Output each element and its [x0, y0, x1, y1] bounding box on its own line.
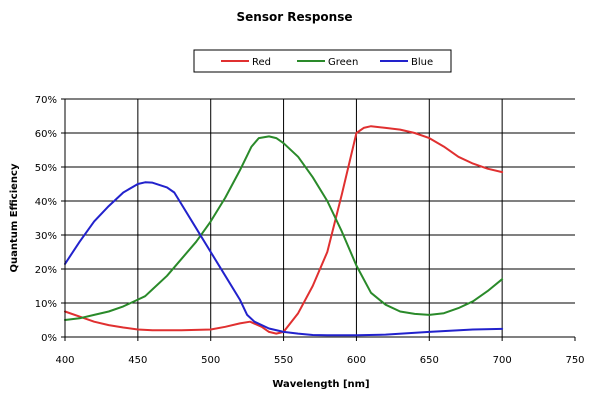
series-line-green — [64, 135, 504, 321]
series-line-blue — [64, 181, 504, 337]
x-axis-ticks: 400 450 500 550 600 650 700 750 — [55, 337, 585, 366]
legend-label-red: Red — [252, 57, 271, 68]
x-tick-label: 750 — [565, 355, 584, 366]
x-tick-label: 450 — [128, 355, 147, 366]
legend-label-green: Green — [328, 57, 358, 68]
plot-grid — [65, 98, 575, 337]
y-tick-label: 0% — [41, 333, 57, 344]
y-tick-label: 30% — [35, 231, 57, 242]
x-tick-label: 550 — [274, 355, 293, 366]
series-line-red — [64, 125, 504, 335]
chart-title: Sensor Response — [237, 10, 353, 24]
x-tick-label: 650 — [420, 355, 439, 366]
x-tick-label: 600 — [347, 355, 366, 366]
x-tick-label: 500 — [201, 355, 220, 366]
y-tick-label: 50% — [35, 163, 57, 174]
legend-label-blue: Blue — [411, 57, 433, 68]
y-tick-label: 20% — [35, 265, 57, 276]
plot-axes — [64, 99, 575, 338]
x-tick-label: 400 — [55, 355, 74, 366]
y-axis-ticks: 0% 10% 20% 30% 40% 50% 60% 70% — [35, 95, 65, 344]
y-tick-label: 10% — [35, 299, 57, 310]
y-tick-label: 40% — [35, 197, 57, 208]
x-axis-title: Wavelength [nm] — [272, 379, 369, 390]
legend: Red Green Blue — [193, 49, 452, 73]
series-layer — [64, 125, 504, 337]
y-axis-title: Quantum Efficiency — [9, 163, 20, 272]
y-tick-label: 70% — [35, 95, 57, 106]
y-tick-label: 60% — [35, 129, 57, 140]
x-tick-label: 700 — [493, 355, 512, 366]
